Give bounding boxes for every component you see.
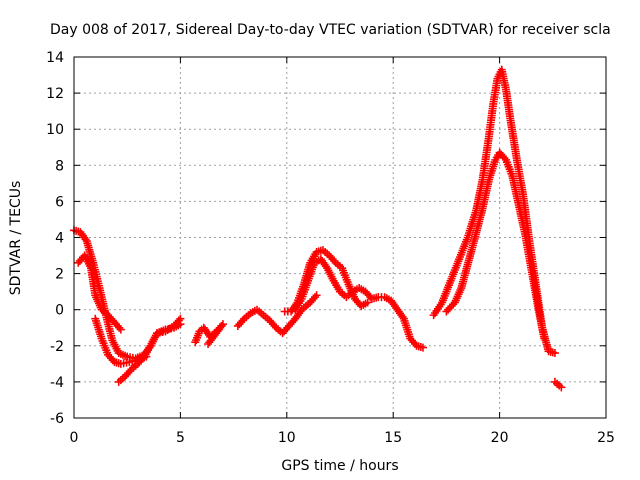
series-arc-d [114, 314, 185, 386]
y-tick-label: 6 [55, 194, 64, 210]
data-point [116, 325, 125, 334]
series-arc-e [191, 320, 227, 348]
x-tick-label: 20 [491, 430, 509, 446]
x-tick-label: 0 [70, 430, 79, 446]
data-point [330, 256, 339, 265]
x-tick-label: 5 [176, 430, 185, 446]
series-arc-k [442, 148, 549, 343]
data-point [204, 339, 213, 348]
y-tick-label: -6 [50, 411, 64, 427]
x-tick-label: 25 [597, 430, 615, 446]
data-point [205, 338, 214, 347]
data-point [176, 314, 185, 323]
y-tick-label: 2 [55, 267, 64, 283]
y-axis-title: SDTVAR / TECUs [8, 181, 24, 296]
y-tick-label: 14 [46, 50, 64, 66]
data-point [418, 343, 427, 352]
x-tick-label: 10 [278, 430, 296, 446]
data-point [115, 323, 124, 332]
data-point [557, 383, 566, 392]
data-point [363, 298, 372, 307]
x-tick-label: 15 [384, 430, 402, 446]
data-point [174, 316, 183, 325]
data-point [540, 334, 549, 343]
series-arc-i [299, 291, 321, 312]
data-point [270, 321, 279, 330]
series-arc-h [291, 255, 427, 352]
axis-ticks: 0 5 10 15 20 25 -6 -4 -2 0 2 4 6 8 10 12 14 [46, 50, 615, 446]
y-tick-label: -2 [50, 339, 64, 355]
data-point [550, 349, 559, 358]
chart-title: Day 008 of 2017, Sidereal Day-to-day VTE… [50, 22, 611, 38]
y-tick-label: 8 [55, 158, 64, 174]
y-tick-label: 12 [46, 86, 64, 102]
series-arc-b [74, 251, 125, 334]
y-tick-label: 10 [46, 122, 64, 138]
series-arc-f [233, 305, 306, 338]
y-tick-label: 4 [55, 231, 64, 247]
data-point [125, 367, 134, 376]
data-point [500, 154, 509, 163]
data-point [312, 291, 321, 300]
data-point [238, 316, 247, 325]
data-point [398, 312, 407, 321]
x-axis-title: GPS time / hours [281, 458, 398, 474]
series-arc-l [550, 377, 566, 392]
y-tick-label: 0 [55, 303, 64, 319]
series-arc-a [70, 226, 185, 363]
data-points [70, 65, 566, 392]
y-tick-label: -4 [50, 375, 64, 391]
data-point [310, 293, 319, 302]
